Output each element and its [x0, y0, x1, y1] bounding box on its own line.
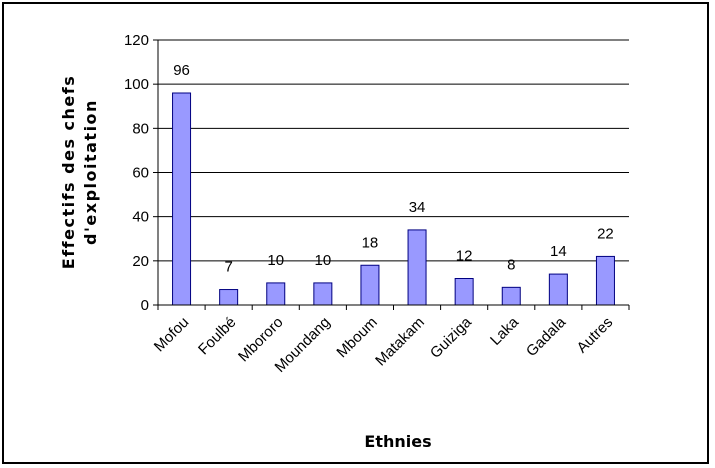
y-tick-label: 40	[132, 209, 149, 226]
bar	[219, 289, 239, 306]
data-label: 10	[315, 252, 332, 269]
y-tick-label: 80	[132, 120, 149, 137]
x-tick-label: Gadala	[523, 313, 570, 360]
bar	[266, 282, 286, 306]
bars	[172, 92, 615, 306]
gridlines	[158, 39, 629, 262]
data-label: 18	[362, 234, 379, 251]
data-label: 14	[550, 243, 567, 260]
bar	[454, 278, 474, 306]
bar	[407, 229, 427, 306]
data-label: 10	[267, 252, 284, 269]
bar	[501, 286, 521, 306]
bar	[595, 255, 615, 306]
bar	[313, 282, 333, 306]
x-tick-label: Mboum	[333, 314, 380, 361]
x-tick-label: Matakam	[372, 314, 428, 370]
y-tick-label: 20	[132, 253, 149, 270]
y-tick-label: 60	[132, 165, 149, 182]
bar-chart: 0 20 40 60 80 100 120 Mofou FoulbéMbororoMounda…	[59, 32, 630, 451]
y-tick-label: 100	[124, 76, 149, 93]
y-tick-label: 120	[124, 32, 149, 49]
x-tick-label: Guiziga	[427, 313, 475, 361]
data-label: 22	[597, 225, 614, 242]
x-tick-label: Foulbé	[195, 314, 239, 358]
data-label: 34	[409, 199, 426, 216]
bar	[548, 273, 568, 306]
y-tick-label: 0	[141, 297, 149, 314]
data-labels: 96 7 10 10 18 34 12 8 14 22	[173, 62, 614, 276]
data-label: 7	[224, 259, 232, 276]
chart-frame: 0 20 40 60 80 100 120 Mofou Foulbé Mbororo Mounda…	[2, 2, 709, 464]
y-axis-label-line2: d'exploitation	[81, 99, 100, 245]
bar	[360, 264, 380, 306]
x-tick-label: Laka	[487, 313, 522, 348]
y-tick-labels: 0 20 40 60 80 100 120	[124, 32, 158, 314]
y-axis-label-line1: Effectifs des chefs	[59, 75, 78, 269]
x-tick-label: Mofou	[151, 314, 193, 356]
x-tick-label: Autres	[574, 314, 617, 357]
data-label: 8	[507, 256, 515, 273]
data-label: 96	[173, 62, 190, 79]
bar	[172, 92, 192, 306]
x-axis-label: Ethnies	[364, 432, 431, 451]
data-label: 12	[456, 248, 473, 265]
